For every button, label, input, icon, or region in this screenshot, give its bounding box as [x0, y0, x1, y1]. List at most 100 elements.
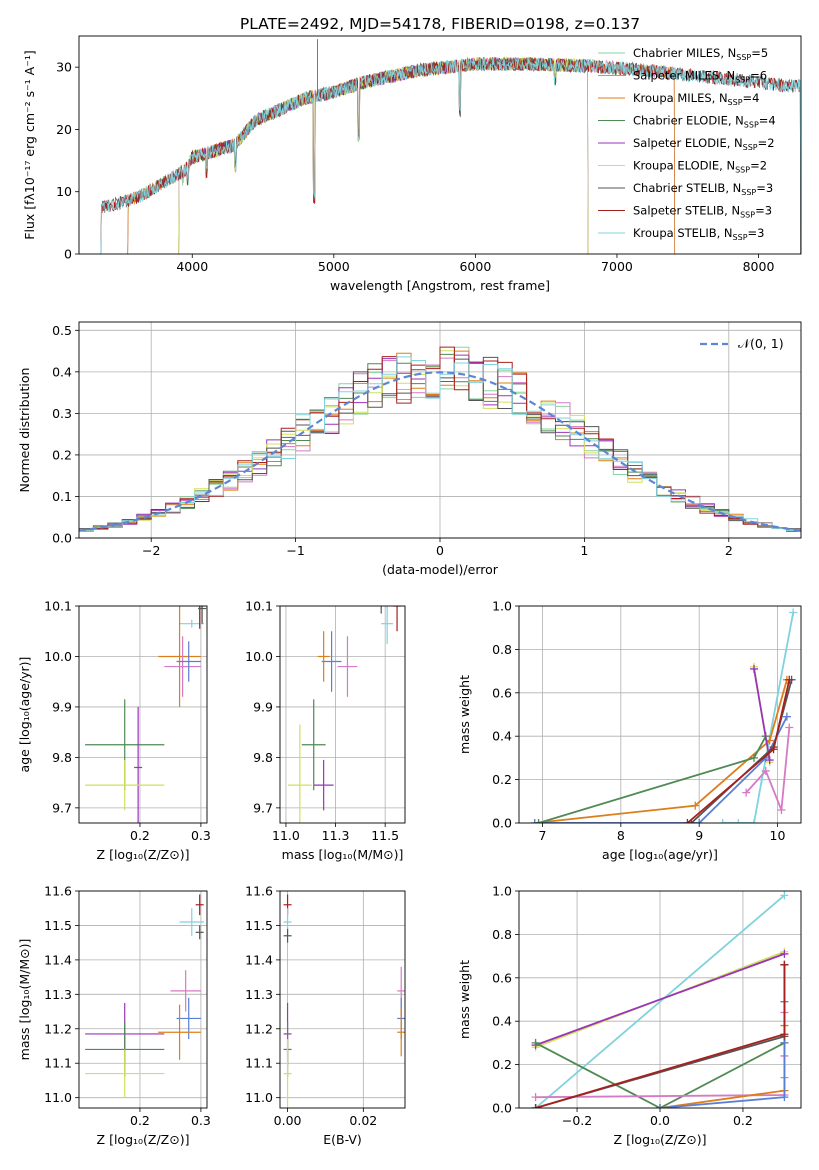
data-point-chabrier-stelib — [195, 925, 204, 940]
x-axis-label: Z [log₁₀(Z/Z⊙)] — [97, 847, 190, 862]
x-tick-label: 0.2 — [130, 1113, 150, 1128]
weight-line-salpeter-elodie — [753, 668, 771, 761]
weight-marker-extra — [782, 712, 791, 721]
weight-line-kroupa-stelib — [722, 612, 795, 823]
y-tick-label: 0.4 — [52, 364, 72, 379]
weight-marker-kroupa-stelib — [780, 891, 789, 900]
y-axis-label: Normed distribution — [17, 368, 32, 493]
legend-entry-chabrier-miles: Chabrier MILES, NSSP=5 — [633, 46, 768, 62]
legend: Chabrier MILES, NSSP=5 Salpeter MILES, NS… — [598, 46, 776, 242]
y-axis-label: mass [log₁₀(M/M⊙)] — [17, 939, 32, 1061]
plot-area — [283, 894, 405, 1108]
histogram-salpeter-stelib — [79, 346, 801, 532]
y-tick-label: 0.2 — [492, 772, 512, 787]
axes-frame: 4000 5000 6000 7000 8000 0 10 20 30 wavelength [A… — [22, 35, 802, 293]
x-tick-label: 10 — [770, 828, 786, 843]
x-tick-label: 0.00 — [274, 1113, 302, 1128]
data-point-salpeter-elodie — [134, 706, 143, 823]
panel-residuals: −2 −1 0 1 2 0.0 0.1 0.2 0.3 0.4 0.5 (data-model)/er… — [17, 321, 802, 577]
y-tick-label: 1.0 — [492, 884, 512, 899]
x-tick-label: 0.3 — [191, 828, 211, 843]
weight-marker-salpeter-stelib — [780, 960, 789, 969]
data-point-kroupa-miles — [158, 1004, 201, 1060]
y-tick-label: 0.0 — [52, 531, 72, 546]
data-point-kroupa-stelib — [179, 619, 204, 628]
weight-marker-salpeter-stelib — [769, 745, 778, 754]
data-point-extra — [176, 997, 201, 1040]
x-tick-label: 0.2 — [733, 1113, 753, 1128]
y-tick-label: 0.3 — [52, 406, 72, 421]
data-point-extra — [176, 641, 201, 682]
x-axis-label: age [log₁₀(age/yr)] — [602, 847, 718, 862]
y-tick-label: 9.9 — [52, 699, 72, 714]
y-tick-label: 11.3 — [245, 987, 273, 1002]
y-tick-label: 0.6 — [492, 970, 512, 985]
x-axis-label: Z [log₁₀(Z/Z⊙)] — [97, 1132, 190, 1147]
axes-frame: −2 −1 0 1 2 0.0 0.1 0.2 0.3 0.4 0.5 (data-model)/er… — [17, 321, 802, 577]
y-tick-label: 11.2 — [245, 1021, 273, 1036]
x-tick-label: 0.3 — [191, 1113, 211, 1128]
weight-marker-salpeter-miles — [777, 805, 786, 814]
x-axis-label: (data-model)/error — [382, 562, 499, 577]
spectrum-line-chabrier-stelib — [100, 57, 801, 254]
data-point-kroupa-stelib — [179, 908, 204, 936]
y-tick-label: 0.0 — [492, 1101, 512, 1116]
data-point-salpeter-miles — [170, 970, 201, 1012]
axes-box — [78, 605, 208, 824]
y-tick-label: 0.4 — [492, 1014, 512, 1029]
weight-marker-extra — [780, 1093, 789, 1102]
panel-weight-vs-age: 7 8 9 10 0.0 0.2 0.4 0.6 0.8 1.0 age [log₁₀(age/yr… — [457, 599, 802, 862]
data-point-salpeter-stelib — [393, 606, 402, 632]
panel-age-vs-z: 0.2 0.3 9.7 9.8 9.9 10.0 10.1 Z [log₁₀(Z/Z⊙)] ag… — [17, 599, 211, 863]
panel-age-vs-mass: 11.0 11.3 11.5 9.7 9.8 9.9 10.0 10.1 mass [log₁₀… — [245, 599, 406, 862]
data-point-salpeter-elodie — [313, 759, 334, 811]
data-point-chabrier-elodie — [301, 699, 326, 791]
x-tick-label: 6000 — [459, 259, 491, 274]
x-tick-label: 7 — [539, 828, 547, 843]
spectrum-line-kroupa-elodie — [178, 56, 589, 254]
weight-marker-salpeter-stelib — [683, 819, 692, 823]
x-tick-label: 11.5 — [371, 828, 399, 843]
axes-box — [518, 605, 802, 824]
data-point-kroupa-miles — [158, 606, 201, 707]
weight-marker-extra — [530, 819, 539, 823]
weight-marker-salpeter-stelib — [780, 1030, 789, 1039]
data-point-salpeter-stelib — [195, 894, 204, 916]
x-tick-label: 0.2 — [130, 828, 150, 843]
x-tick-label: −2 — [142, 543, 160, 558]
weight-line-kroupa-stelib — [535, 894, 785, 1108]
y-tick-label: 1.0 — [492, 599, 512, 614]
y-tick-label: 0.8 — [492, 927, 512, 942]
legend-entry-kroupa-stelib: Kroupa STELIB, NSSP=3 — [633, 226, 764, 242]
plot-area — [85, 894, 204, 1098]
y-tick-label: 0.1 — [52, 489, 72, 504]
y-tick-label: 0.2 — [52, 447, 72, 462]
panel-spectrum: 4000 5000 6000 7000 8000 0 10 20 30 wavelength [A… — [22, 35, 802, 293]
axes-box — [78, 890, 208, 1109]
spectrum-line-chabrier-elodie — [178, 56, 589, 254]
weight-marker-salpeter-elodie — [765, 756, 774, 765]
data-point-kroupa-elodie — [283, 1039, 292, 1108]
y-tick-label: 10.1 — [245, 599, 273, 614]
weight-marker-kroupa-stelib — [757, 775, 766, 784]
y-tick-label: 0.4 — [492, 729, 512, 744]
weight-marker-extra — [695, 819, 704, 823]
y-tick-label: 10.1 — [44, 599, 72, 614]
data-point-kroupa-elodie — [287, 724, 312, 823]
plot-area — [531, 891, 789, 1108]
y-axis-label: mass weight — [457, 960, 472, 1039]
y-tick-label: 11.6 — [44, 884, 72, 899]
y-tick-label: 0.8 — [492, 642, 512, 657]
panel-mass-vs-z: 0.2 0.3 11.0 11.1 11.2 11.3 11.4 11.5 11.6 Z [log… — [17, 884, 211, 1148]
plot-area — [530, 608, 798, 823]
y-tick-label: 0.0 — [492, 816, 512, 831]
weight-marker-chabrier-elodie — [750, 753, 758, 762]
y-tick-label: 11.0 — [245, 1090, 273, 1105]
legend-entry-salpeter-stelib: Salpeter STELIB, NSSP=3 — [633, 204, 772, 220]
data-point-chabrier-stelib — [380, 606, 382, 614]
x-axis-label: mass [log₁₀(M/M⊙)] — [282, 847, 404, 862]
data-point-salpeter-miles — [164, 636, 201, 697]
data-point-kroupa-miles — [317, 631, 330, 682]
axes-frame: 11.0 11.3 11.5 9.7 9.8 9.9 10.0 10.1 mass [log₁₀… — [245, 599, 406, 862]
y-tick-label: 10 — [56, 184, 72, 199]
